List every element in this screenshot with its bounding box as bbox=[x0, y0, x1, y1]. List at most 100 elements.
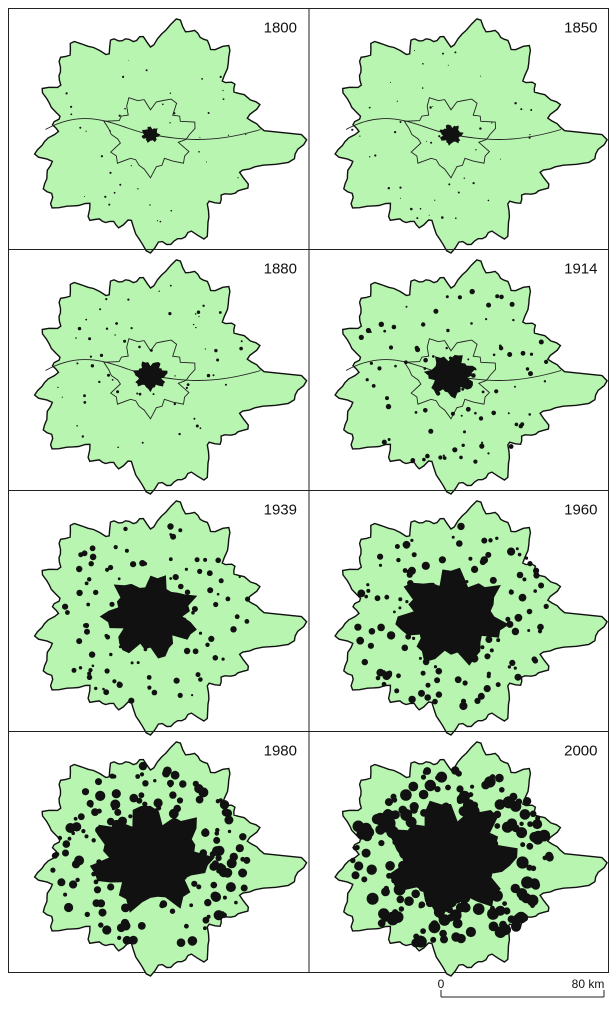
settlement bbox=[152, 393, 155, 396]
settlement bbox=[462, 680, 468, 686]
settlement bbox=[366, 864, 377, 875]
settlement bbox=[192, 780, 199, 787]
settlement bbox=[178, 528, 183, 533]
settlement bbox=[203, 828, 208, 833]
settlement bbox=[170, 209, 173, 212]
settlement bbox=[202, 916, 210, 924]
settlement bbox=[502, 901, 507, 906]
settlement bbox=[98, 922, 104, 928]
urban-core bbox=[141, 126, 161, 143]
settlement bbox=[84, 195, 85, 197]
settlement bbox=[486, 674, 491, 679]
settlement bbox=[478, 416, 484, 421]
settlement bbox=[528, 413, 531, 416]
urban-core bbox=[439, 124, 464, 146]
settlement bbox=[383, 809, 393, 818]
settlement bbox=[407, 566, 416, 575]
settlement bbox=[88, 651, 96, 658]
settlement bbox=[401, 644, 409, 652]
settlement bbox=[195, 672, 201, 678]
settlement bbox=[528, 136, 531, 139]
settlement bbox=[413, 933, 420, 940]
settlement bbox=[137, 922, 146, 930]
settlement bbox=[110, 799, 121, 810]
settlement bbox=[399, 121, 402, 123]
settlement bbox=[173, 112, 176, 115]
settlement bbox=[116, 390, 120, 394]
settlement bbox=[353, 846, 358, 851]
settlement bbox=[429, 106, 432, 109]
map-panel bbox=[334, 500, 608, 736]
settlement bbox=[114, 808, 122, 816]
settlement bbox=[521, 876, 534, 889]
inner-boundary bbox=[103, 97, 196, 179]
settlement bbox=[117, 577, 121, 581]
settlement bbox=[377, 553, 384, 560]
settlement bbox=[99, 353, 104, 357]
settlement bbox=[420, 670, 426, 676]
settlement bbox=[371, 384, 376, 388]
settlement bbox=[216, 358, 220, 362]
settlement bbox=[537, 623, 544, 631]
settlement bbox=[479, 127, 482, 130]
settlement bbox=[104, 195, 107, 198]
settlement bbox=[194, 557, 200, 563]
settlement bbox=[153, 798, 163, 808]
settlement bbox=[391, 324, 397, 330]
settlement bbox=[196, 884, 202, 890]
settlement bbox=[454, 676, 462, 684]
settlement bbox=[191, 606, 198, 612]
settlement bbox=[169, 908, 176, 914]
settlement bbox=[421, 87, 424, 89]
settlement bbox=[67, 836, 72, 841]
settlement bbox=[419, 208, 422, 210]
settlement bbox=[422, 769, 428, 775]
settlement bbox=[400, 808, 413, 821]
settlement bbox=[469, 288, 475, 295]
settlement bbox=[128, 59, 130, 61]
settlement bbox=[530, 109, 533, 111]
settlement bbox=[475, 149, 477, 151]
settlement bbox=[526, 842, 534, 850]
settlement bbox=[385, 403, 392, 410]
settlement bbox=[75, 877, 80, 883]
settlement bbox=[88, 668, 93, 673]
settlement bbox=[424, 694, 431, 701]
settlement bbox=[65, 610, 70, 615]
urban-core bbox=[132, 361, 168, 393]
settlement bbox=[178, 583, 184, 590]
settlement bbox=[390, 81, 391, 83]
settlement bbox=[239, 833, 247, 841]
settlement bbox=[122, 75, 125, 78]
settlement bbox=[368, 628, 376, 635]
settlement bbox=[196, 310, 201, 314]
settlement bbox=[495, 905, 506, 916]
settlement bbox=[385, 861, 395, 871]
settlement bbox=[73, 816, 78, 821]
settlement bbox=[384, 798, 393, 807]
settlement bbox=[109, 601, 115, 607]
settlement bbox=[394, 364, 397, 368]
settlement bbox=[545, 853, 554, 862]
settlement bbox=[198, 677, 203, 682]
settlement bbox=[418, 656, 422, 660]
settlement bbox=[187, 936, 198, 946]
settlement bbox=[162, 769, 171, 778]
settlement bbox=[441, 216, 444, 219]
settlement bbox=[99, 308, 102, 311]
settlement bbox=[378, 563, 383, 567]
settlement bbox=[520, 913, 529, 922]
settlement bbox=[191, 694, 194, 697]
settlement bbox=[97, 899, 106, 908]
urban-core bbox=[395, 567, 510, 666]
settlement bbox=[218, 578, 224, 584]
settlement bbox=[378, 321, 384, 327]
settlement bbox=[50, 867, 56, 873]
settlement bbox=[459, 455, 463, 460]
settlement bbox=[169, 791, 177, 799]
settlement bbox=[398, 597, 403, 602]
settlement bbox=[492, 353, 496, 357]
settlement bbox=[521, 880, 527, 885]
settlement bbox=[423, 367, 427, 370]
settlement bbox=[508, 444, 514, 449]
